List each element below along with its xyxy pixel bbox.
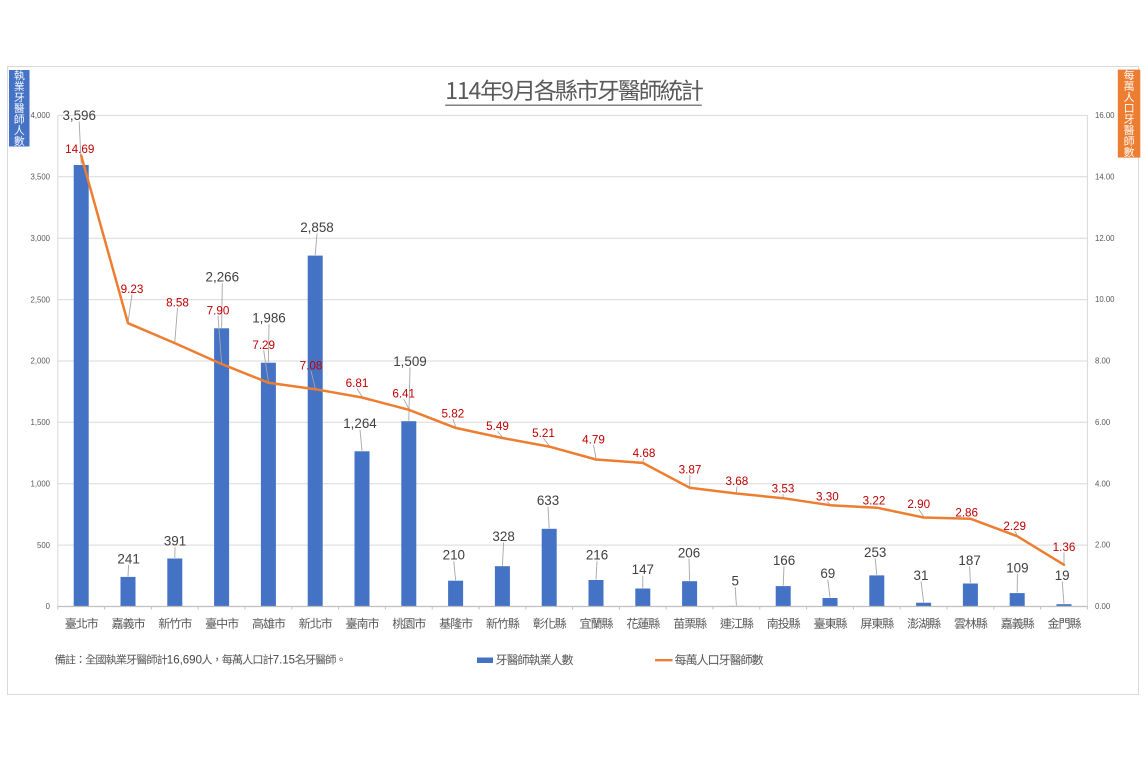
svg-text:5.21: 5.21 — [532, 427, 555, 440]
svg-text:2,500: 2,500 — [30, 295, 50, 304]
svg-text:7.29: 7.29 — [252, 339, 275, 352]
svg-text:3.68: 3.68 — [726, 475, 749, 488]
svg-text:8.00: 8.00 — [1095, 357, 1111, 366]
svg-text:0.00: 0.00 — [1095, 602, 1111, 611]
svg-text:3.53: 3.53 — [772, 483, 795, 496]
svg-text:6.81: 6.81 — [346, 377, 369, 390]
svg-text:391: 391 — [164, 534, 186, 549]
svg-text:1,000: 1,000 — [30, 479, 50, 488]
svg-text:3.87: 3.87 — [679, 464, 702, 477]
svg-text:633: 633 — [537, 493, 559, 508]
svg-text:328: 328 — [492, 529, 514, 544]
svg-text:1,500: 1,500 — [30, 418, 50, 427]
svg-text:4.00: 4.00 — [1095, 479, 1111, 488]
svg-text:14.00: 14.00 — [1095, 172, 1115, 181]
svg-text:5.49: 5.49 — [486, 420, 509, 433]
svg-text:9.23: 9.23 — [121, 283, 144, 296]
svg-text:500: 500 — [37, 541, 51, 550]
svg-text:147: 147 — [632, 562, 654, 577]
svg-text:3,000: 3,000 — [30, 234, 50, 243]
svg-text:1,264: 1,264 — [343, 416, 377, 431]
svg-text:241: 241 — [117, 551, 139, 566]
svg-text:2,858: 2,858 — [300, 220, 334, 235]
svg-text:4.68: 4.68 — [633, 447, 656, 460]
svg-text:12.00: 12.00 — [1095, 234, 1115, 243]
svg-text:3.22: 3.22 — [863, 495, 886, 508]
svg-text:6.00: 6.00 — [1095, 418, 1111, 427]
svg-text:2,266: 2,266 — [206, 270, 240, 285]
svg-text:7.90: 7.90 — [207, 304, 230, 317]
svg-text:253: 253 — [864, 545, 886, 560]
svg-text:1.36: 1.36 — [1053, 541, 1076, 554]
svg-text:7.15: 7.15 — [273, 655, 295, 667]
svg-text:216: 216 — [586, 548, 608, 563]
svg-text:3,596: 3,596 — [62, 108, 96, 123]
svg-text:31: 31 — [914, 568, 929, 583]
svg-text:0: 0 — [46, 602, 51, 611]
svg-text:4.79: 4.79 — [582, 434, 605, 447]
svg-text:109: 109 — [1006, 560, 1028, 575]
svg-text:5: 5 — [731, 574, 738, 589]
svg-text:187: 187 — [958, 553, 980, 568]
svg-text:8.58: 8.58 — [166, 297, 189, 310]
svg-text:2,000: 2,000 — [30, 357, 50, 366]
svg-text:2.86: 2.86 — [955, 506, 978, 519]
svg-text:166: 166 — [773, 553, 795, 568]
svg-text:14.69: 14.69 — [65, 143, 94, 156]
svg-text:16,690: 16,690 — [167, 655, 202, 667]
svg-text:19: 19 — [1055, 568, 1070, 583]
svg-text:6.41: 6.41 — [392, 388, 415, 401]
svg-text:3.30: 3.30 — [816, 491, 839, 504]
svg-text:10.00: 10.00 — [1095, 295, 1115, 304]
svg-text:4,000: 4,000 — [30, 111, 50, 120]
svg-text:5.82: 5.82 — [442, 408, 465, 421]
svg-text:210: 210 — [443, 548, 465, 563]
svg-text:2.90: 2.90 — [907, 498, 930, 511]
svg-text:2.00: 2.00 — [1095, 541, 1111, 550]
svg-text:7.08: 7.08 — [300, 360, 323, 373]
svg-text:206: 206 — [678, 545, 700, 560]
svg-text:16.00: 16.00 — [1095, 111, 1115, 120]
svg-text:3,500: 3,500 — [30, 173, 50, 182]
svg-text:69: 69 — [820, 566, 835, 581]
svg-text:1,509: 1,509 — [393, 354, 427, 369]
svg-text:2.29: 2.29 — [1003, 520, 1026, 533]
svg-text:1,986: 1,986 — [252, 311, 286, 326]
